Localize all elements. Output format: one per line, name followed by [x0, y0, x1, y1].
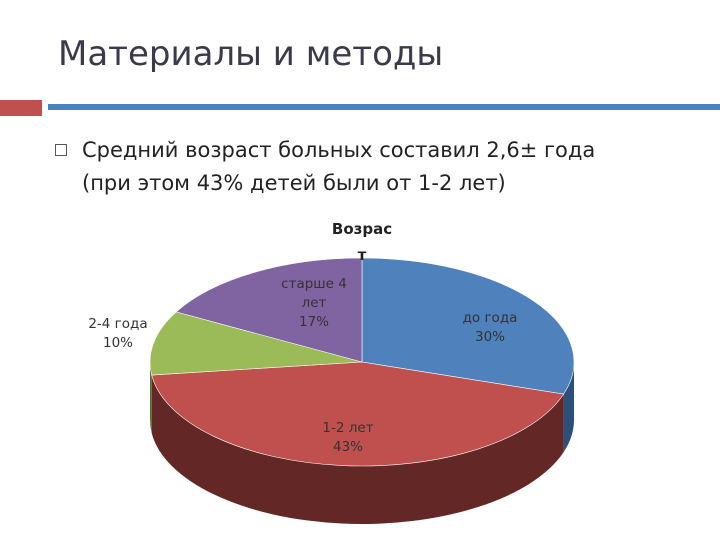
bullet-line-1: Средний возраст больных составил 2,6± го…: [82, 138, 596, 162]
slice-name-label: лет: [302, 295, 327, 311]
pie-sides: [150, 362, 574, 524]
slice-side: [150, 362, 152, 434]
slice-percent-label: 30%: [475, 329, 505, 345]
slice-side: [563, 362, 574, 453]
bullet-marker: [55, 144, 67, 156]
slice-side: [151, 375, 564, 524]
bullet-text: Средний возраст больных составил 2,6± го…: [82, 134, 712, 200]
slice-percent-label: 10%: [103, 335, 133, 351]
chart-title-line-1: Возрас: [332, 220, 392, 238]
pie-tops: [149, 257, 575, 467]
slice-top: [175, 257, 363, 363]
pie-labels: до года 30% 1-2 лет 43% 2-4 года 10% старше 4 л…: [88, 276, 517, 455]
slice-name-label: 2-4 года: [88, 316, 147, 332]
accent-bar-red: [0, 100, 42, 116]
slice-top: [361, 257, 575, 395]
chart-title-line-2: т: [358, 246, 367, 264]
slice-name-label: до года: [463, 310, 518, 326]
slice-top: [151, 361, 565, 467]
bullet-line-2: (при этом 43% детей были от 1-2 лет): [82, 171, 506, 195]
accent-bar-blue: [48, 104, 720, 110]
slice-name-label: старше 4: [281, 276, 347, 292]
slice-name-label: 1-2 лет: [322, 420, 373, 436]
slice-percent-label: 17%: [299, 314, 329, 330]
slice-top: [149, 311, 363, 376]
slice-percent-label: 43%: [333, 439, 363, 455]
slide-title: Материалы и методы: [58, 34, 444, 74]
